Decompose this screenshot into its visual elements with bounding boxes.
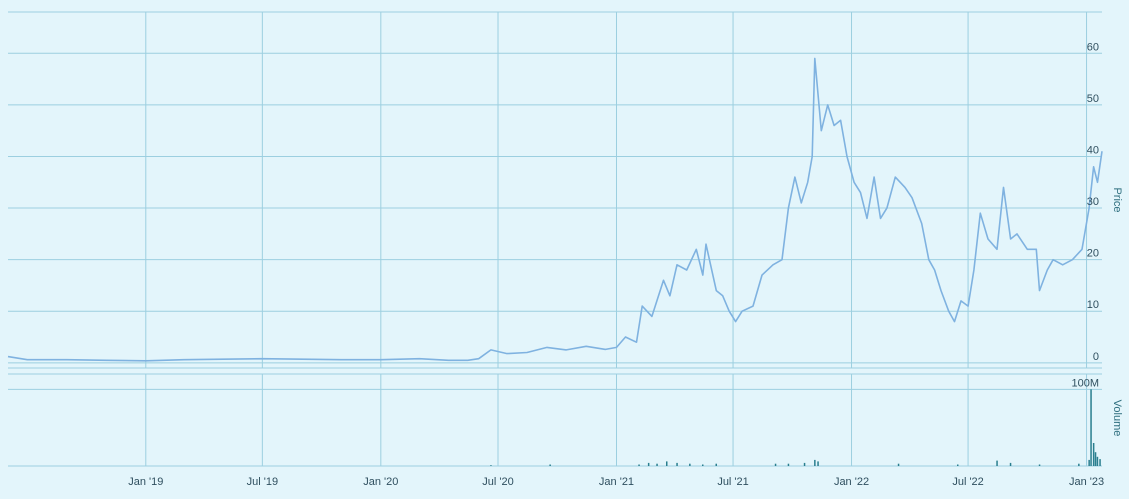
x-tick-label: Jul '19 <box>247 476 278 488</box>
volume-bar <box>702 464 704 466</box>
price-axis-title: Price <box>1111 187 1123 212</box>
volume-bar <box>689 463 691 466</box>
volume-axis-title: Volume <box>1111 400 1123 437</box>
volume-bar <box>715 463 717 466</box>
price-tick-label: 50 <box>1087 93 1099 105</box>
volume-bar <box>817 461 819 466</box>
volume-bar <box>774 463 777 466</box>
volume-bar <box>1099 459 1101 466</box>
x-tick-label: Jul '20 <box>482 476 513 488</box>
x-tick-label: Jan '23 <box>1069 476 1104 488</box>
price-tick-label: 0 <box>1093 351 1099 363</box>
price-tick-label: 30 <box>1087 196 1099 208</box>
x-tick-label: Jul '21 <box>717 476 748 488</box>
volume-bar <box>787 463 790 466</box>
volume-bar <box>897 463 900 466</box>
volume-bar <box>803 462 806 466</box>
grid-layer <box>8 11 1102 467</box>
volume-bar <box>638 464 640 466</box>
price-series-line <box>7 57 1103 362</box>
x-tick-label: Jan '19 <box>128 476 163 488</box>
volume-bar <box>666 461 668 466</box>
x-tick-label: Jan '22 <box>834 476 869 488</box>
x-tick-label: Jan '20 <box>363 476 398 488</box>
volume-bar <box>490 465 492 466</box>
x-tick-label: Jul '22 <box>952 476 983 488</box>
price-tick-label: 20 <box>1087 248 1099 260</box>
volume-bar <box>1096 456 1099 466</box>
volume-bar <box>814 459 816 466</box>
volume-tick-label: 100M <box>1071 377 1099 389</box>
volume-bar <box>549 464 551 466</box>
volume-bar <box>1090 389 1092 466</box>
volume-bar <box>1092 443 1095 466</box>
price-tick-label: 60 <box>1087 41 1099 53</box>
x-tick-label: Jan '21 <box>599 476 634 488</box>
volume-bar <box>1078 463 1080 466</box>
price-panel <box>7 57 1103 362</box>
price-tick-label: 40 <box>1087 144 1099 156</box>
volume-bar <box>957 464 959 466</box>
volume-panel <box>490 389 1101 466</box>
volume-bar <box>996 460 998 466</box>
volume-bar <box>1094 452 1097 466</box>
price-tick-label: 10 <box>1087 299 1099 311</box>
volume-bar <box>647 462 650 466</box>
volume-bar <box>676 462 678 466</box>
axis-labels: Jan '19 Jul '19 Jan '20 Jul '20 Jan '21 Jul '… <box>128 41 1123 488</box>
volume-bar <box>1009 462 1012 466</box>
volume-bar <box>1088 459 1090 466</box>
volume-bar <box>656 463 658 466</box>
volume-bar <box>1038 464 1041 466</box>
